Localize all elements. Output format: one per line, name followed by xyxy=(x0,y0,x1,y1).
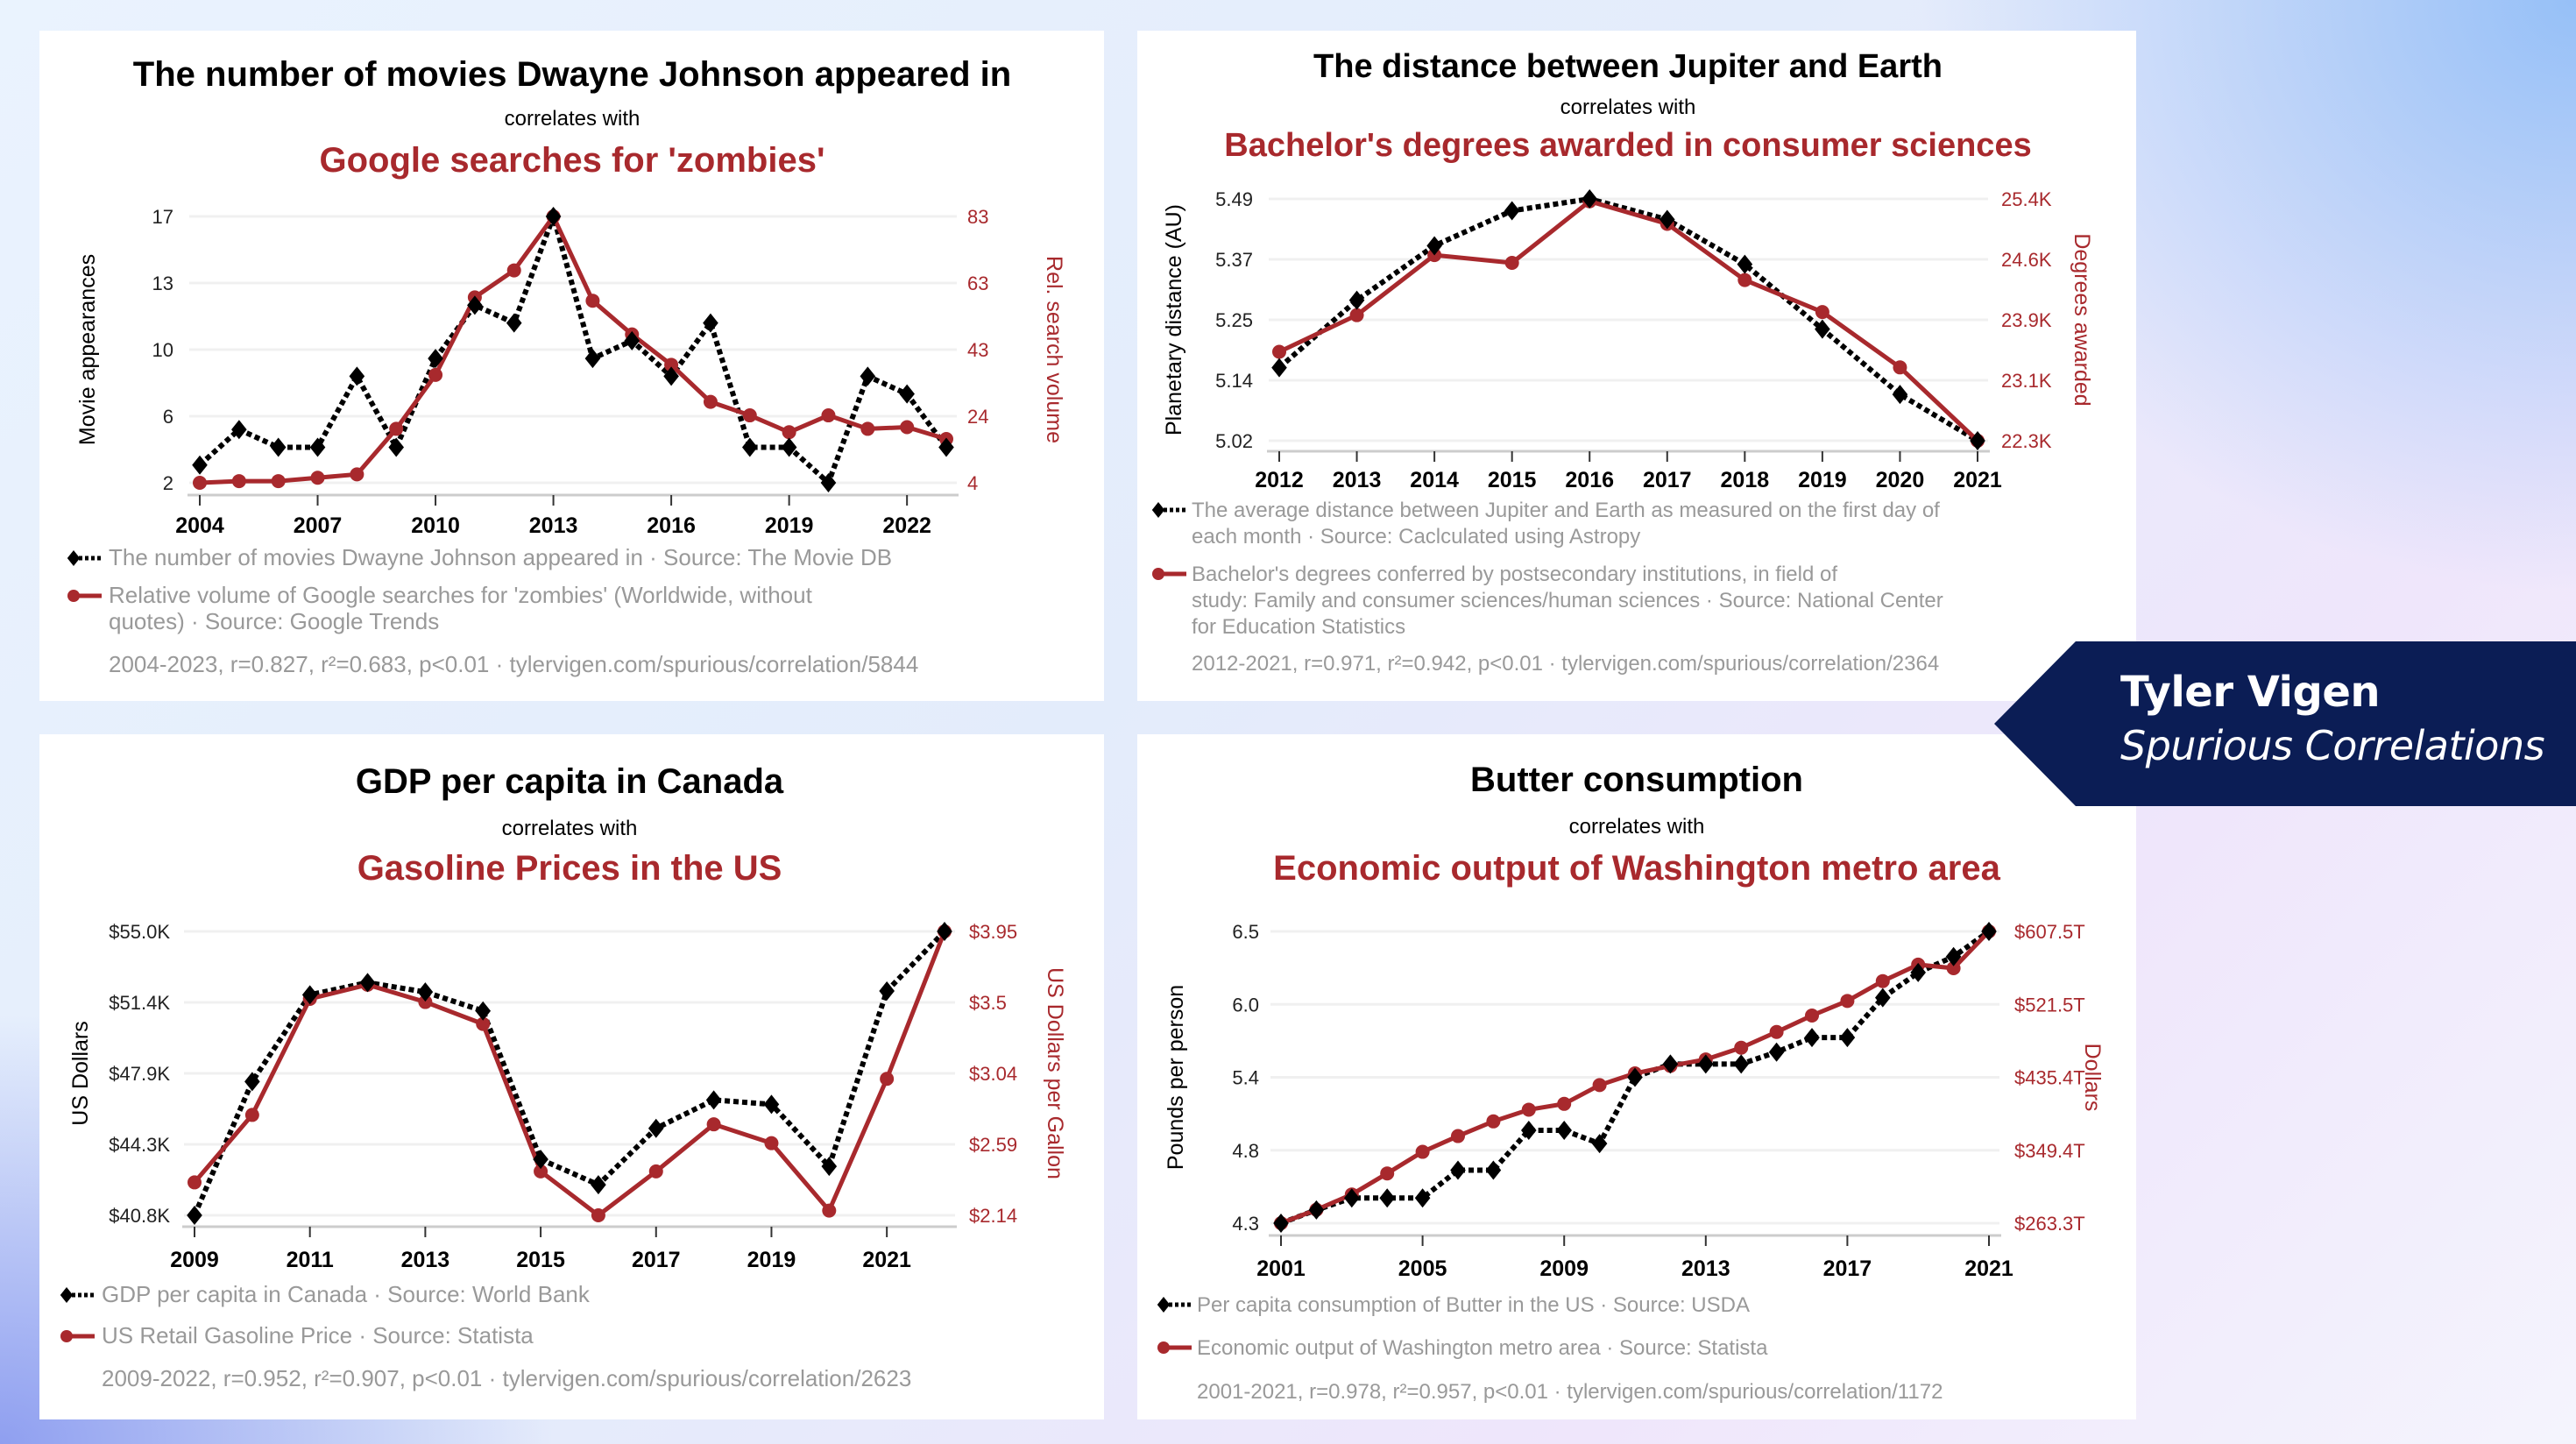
author-banner xyxy=(1994,641,2576,806)
chart-card-johnson-zombies xyxy=(39,31,1104,701)
banner-subtitle: Spurious Correlations xyxy=(2120,722,2545,769)
chart-card-butter-washington xyxy=(1137,734,2136,1419)
banner-author: Tyler Vigen xyxy=(2120,668,2381,717)
chart-card-gdp-gasoline xyxy=(39,734,1104,1419)
chart-card-jupiter-degrees xyxy=(1137,31,2136,701)
